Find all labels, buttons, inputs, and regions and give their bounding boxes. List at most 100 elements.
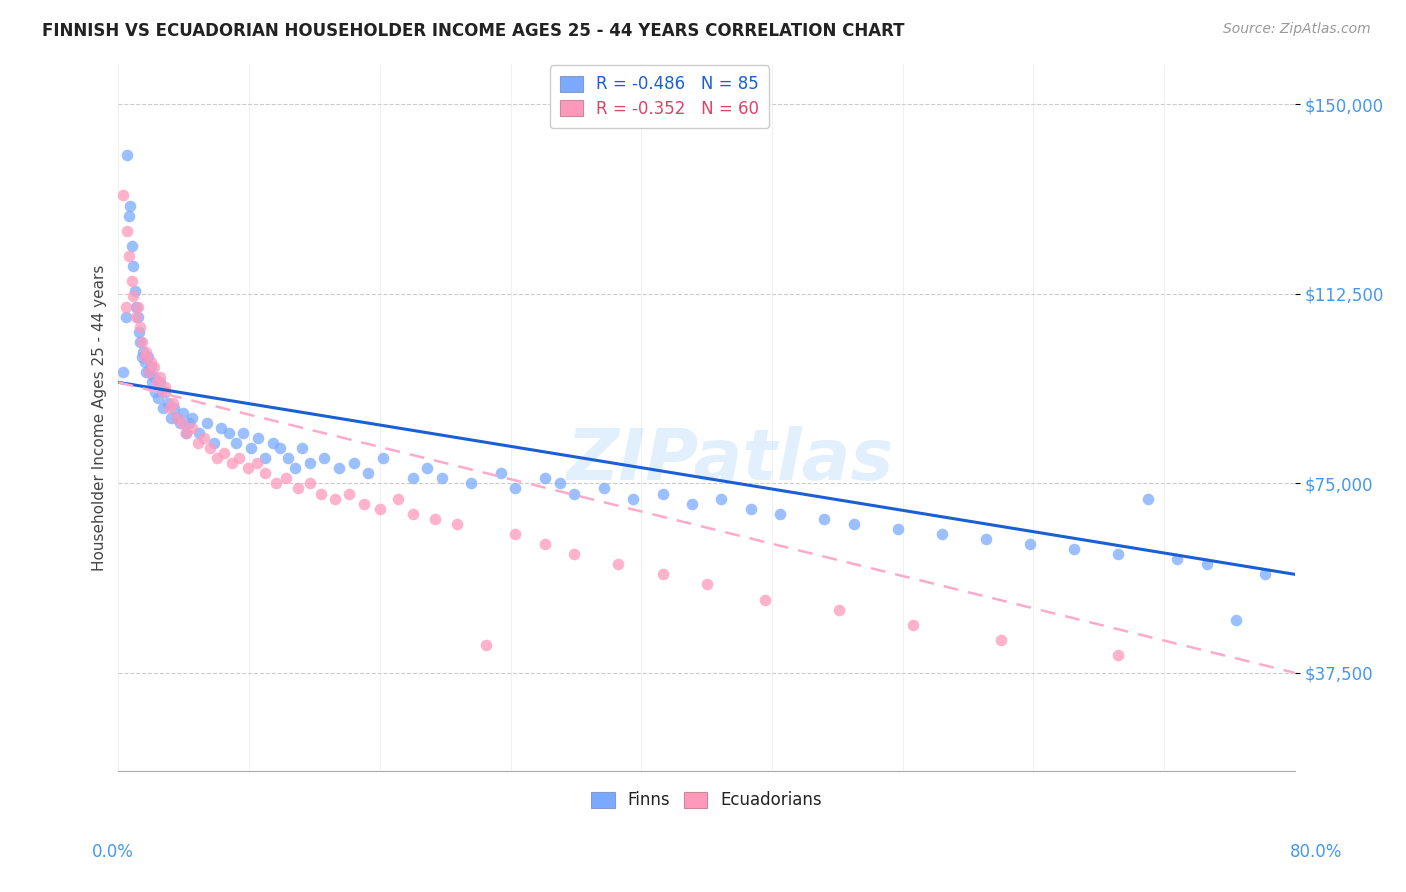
Point xyxy=(284,461,307,475)
Point xyxy=(124,285,146,299)
Text: 80.0%: 80.0% xyxy=(1291,843,1343,861)
Point xyxy=(152,401,174,415)
Point xyxy=(740,501,762,516)
Point xyxy=(163,401,186,415)
Point xyxy=(337,486,360,500)
Point xyxy=(236,461,259,475)
Point xyxy=(651,486,673,500)
Point xyxy=(172,406,194,420)
Point xyxy=(1254,567,1277,582)
Point xyxy=(146,391,169,405)
Point xyxy=(423,512,446,526)
Point xyxy=(990,633,1012,648)
Point xyxy=(254,467,277,481)
Point xyxy=(681,497,703,511)
Point xyxy=(136,350,159,364)
Point xyxy=(387,491,409,506)
Point xyxy=(696,577,718,591)
Point xyxy=(155,380,177,394)
Point xyxy=(1107,648,1129,663)
Point xyxy=(143,385,166,400)
Point xyxy=(111,365,134,379)
Point xyxy=(401,471,423,485)
Point xyxy=(139,355,162,369)
Point xyxy=(118,209,141,223)
Text: Source: ZipAtlas.com: Source: ZipAtlas.com xyxy=(1223,22,1371,37)
Point xyxy=(174,425,197,440)
Point xyxy=(505,527,527,541)
Point xyxy=(135,345,157,359)
Point xyxy=(135,365,157,379)
Point xyxy=(128,325,150,339)
Point xyxy=(710,491,733,506)
Point xyxy=(181,410,204,425)
Point xyxy=(534,471,557,485)
Point xyxy=(754,592,776,607)
Point xyxy=(169,416,191,430)
Point xyxy=(121,239,143,253)
Point xyxy=(138,365,160,379)
Point xyxy=(1063,542,1085,557)
Point xyxy=(901,618,924,632)
Point xyxy=(813,512,835,526)
Point xyxy=(174,425,197,440)
Point xyxy=(111,188,134,202)
Point xyxy=(246,456,269,470)
Point xyxy=(166,410,188,425)
Point xyxy=(416,461,439,475)
Point xyxy=(121,274,143,288)
Point xyxy=(651,567,673,582)
Point xyxy=(129,319,152,334)
Point xyxy=(127,300,149,314)
Point xyxy=(145,376,167,390)
Point xyxy=(221,456,243,470)
Point xyxy=(181,421,204,435)
Point xyxy=(162,395,184,409)
Point xyxy=(311,486,333,500)
Point xyxy=(155,385,177,400)
Point xyxy=(202,436,225,450)
Point xyxy=(127,310,149,324)
Point xyxy=(232,425,254,440)
Point xyxy=(357,467,380,481)
Point xyxy=(828,603,851,617)
Point xyxy=(343,456,366,470)
Point xyxy=(401,507,423,521)
Point xyxy=(198,441,221,455)
Point xyxy=(205,451,228,466)
Point xyxy=(187,436,209,450)
Point xyxy=(287,482,309,496)
Point xyxy=(131,334,153,349)
Point xyxy=(214,446,236,460)
Point xyxy=(247,431,270,445)
Y-axis label: Householder Income Ages 25 - 44 years: Householder Income Ages 25 - 44 years xyxy=(93,265,107,571)
Point xyxy=(117,148,139,162)
Point xyxy=(769,507,792,521)
Point xyxy=(269,441,291,455)
Point xyxy=(114,310,136,324)
Legend: Finns, Ecuadorians: Finns, Ecuadorians xyxy=(585,785,828,816)
Point xyxy=(142,370,165,384)
Point xyxy=(152,385,174,400)
Point xyxy=(141,376,163,390)
Point xyxy=(291,441,314,455)
Point xyxy=(209,421,232,435)
Point xyxy=(125,310,148,324)
Point xyxy=(446,516,468,531)
Point xyxy=(166,410,188,425)
Text: 0.0%: 0.0% xyxy=(91,843,134,861)
Point xyxy=(323,491,346,506)
Point xyxy=(562,486,585,500)
Point xyxy=(225,436,247,450)
Point xyxy=(298,456,321,470)
Point xyxy=(974,532,997,546)
Point xyxy=(489,467,512,481)
Point xyxy=(1166,552,1188,566)
Point xyxy=(842,516,865,531)
Point xyxy=(353,497,375,511)
Point xyxy=(139,360,162,375)
Point xyxy=(887,522,910,536)
Point xyxy=(114,300,136,314)
Point xyxy=(475,638,498,652)
Text: ZIPatlas: ZIPatlas xyxy=(567,425,894,495)
